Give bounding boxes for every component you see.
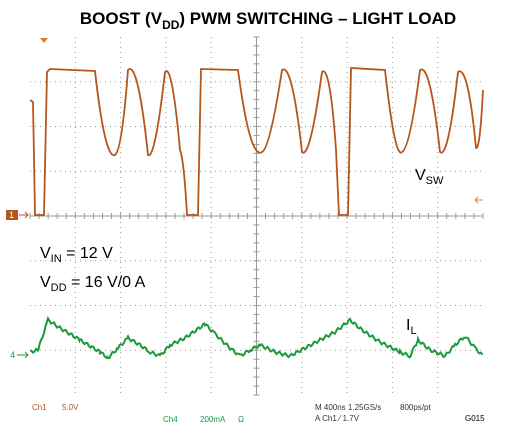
label-subscript: DD: [51, 282, 67, 294]
label-text: = 16 V/0 A: [67, 274, 146, 291]
label-text: V: [40, 274, 51, 291]
ch1-arrow: [19, 212, 28, 218]
vsw-label: VSW: [415, 167, 444, 187]
label-subscript: IN: [51, 253, 62, 265]
il-label: IL: [406, 317, 417, 337]
label-subscript: SW: [426, 175, 444, 187]
title: BOOST (VDD) PWM SWITCHING – LIGHT LOAD: [80, 9, 456, 32]
figure-id: G015: [465, 414, 485, 423]
vdd-label: VDD = 16 V/0 A: [40, 274, 146, 294]
label-subscript: L: [410, 325, 416, 337]
title-text: BOOST (V: [80, 9, 163, 28]
label-text: = 12 V: [62, 245, 113, 262]
ch4-scale: 200mA: [200, 415, 226, 424]
ch4-label: Ch4: [163, 415, 178, 424]
trigger-setting: A Ch1 ⁄ 1.7V: [315, 414, 360, 423]
trigger-position: [40, 38, 48, 43]
label-text: V: [40, 245, 51, 262]
ch1-scale: 5.0V: [62, 403, 79, 412]
ch4-impedance: Ω: [238, 415, 244, 424]
page: BOOST (VDD) PWM SWITCHING – LIGHT LOAD V…: [0, 0, 518, 427]
ch4-marker: 4: [10, 350, 15, 360]
label-text: V: [415, 167, 426, 184]
title-subscript: DD: [162, 18, 180, 32]
title-text: ) PWM SWITCHING – LIGHT LOAD: [179, 9, 456, 28]
timebase: M 400ns 1.25GS/s: [315, 403, 381, 412]
vin-label: VIN = 12 V: [40, 245, 113, 265]
scope-figure: BOOST (VDD) PWM SWITCHING – LIGHT LOAD V…: [0, 0, 518, 427]
sample-interval: 800ps/pt: [400, 403, 431, 412]
ch1-label: Ch1: [32, 403, 47, 412]
ch4-arrow: [17, 352, 28, 358]
trigger-level: [475, 197, 483, 203]
ch1-marker: 1: [9, 210, 14, 220]
